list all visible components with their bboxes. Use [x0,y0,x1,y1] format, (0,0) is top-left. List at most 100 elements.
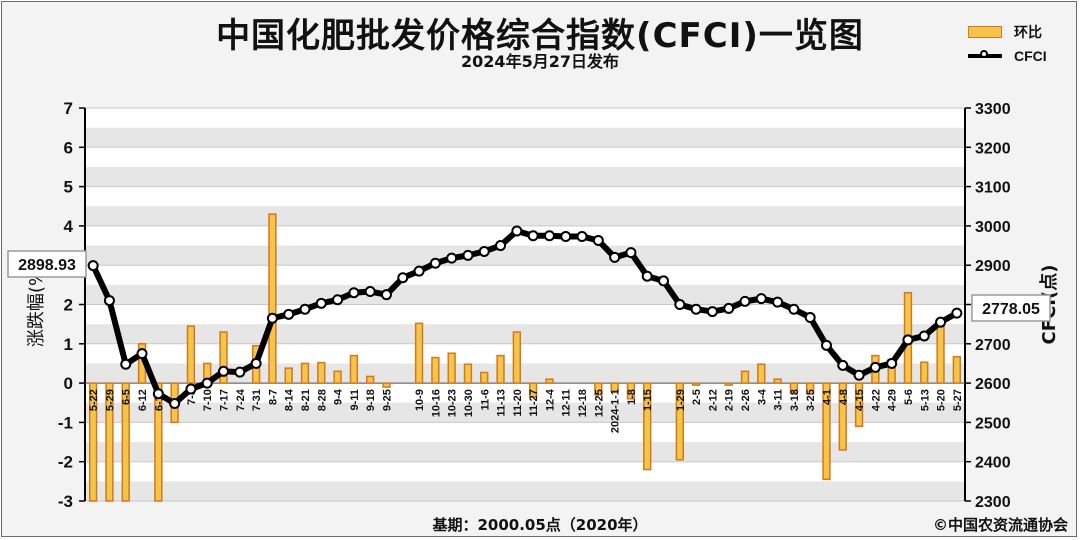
y-tick-label: 2 [64,296,73,315]
bar-5-13 [920,361,929,384]
y-axis-title: 涨跌幅(%) [26,262,47,347]
cfci-point-11-27 [527,230,539,242]
bar-1-8 [626,382,636,400]
bar-1-15 [643,382,652,471]
cfci-point-4-29 [886,357,898,369]
bar-10-16 [431,356,440,384]
y2-tick-label: 3300 [975,101,1011,118]
chart-subtitle: 2024年5月27日发布 [461,52,619,71]
cfci-point-9-25 [380,289,392,301]
x-tick-label: 2-26 [740,389,752,411]
cfci-point-1-8 [625,247,637,259]
cfci-point-4-8 [837,359,849,371]
bar-7-3 [186,325,196,384]
x-tick-label: 2-5 [691,389,703,405]
legend-item-bars: 环比 [968,22,1042,42]
y2-tick-label: 2400 [975,455,1011,472]
cfci-point-4-22 [869,361,881,373]
bar-6-19 [154,382,163,502]
x-tick-label: 5-29 [104,389,116,411]
cfci-point-3-11 [772,296,784,308]
grid-band [85,127,965,148]
y-tick-label: 0 [64,374,73,393]
legend-bar-swatch [968,26,1002,38]
cfci-point-5-29 [103,295,115,307]
bar-3-25 [806,382,815,395]
cfci-point-6-5 [120,358,132,370]
y2-tick-label: 2500 [975,415,1011,432]
y2-tick-label: 2600 [975,376,1011,393]
x-tick-label: 5-6 [903,389,915,405]
cfci-point-10-30 [462,249,474,261]
bar-6-5 [121,382,130,502]
x-tick-label: 11-20 [512,389,524,417]
cfci-point-3-18 [788,303,800,315]
x-tick-label: 1-29 [675,389,687,411]
grid-band [85,206,965,226]
x-tick-label: 12-11 [561,389,573,417]
x-tick-label: 7-17 [219,389,231,411]
x-tick-label: 9-11 [349,389,361,410]
x-tick-label: 5-27 [952,389,964,411]
y2-tick-label: 3000 [975,219,1011,236]
cfci-point-2-5 [690,303,702,315]
x-tick-label: 10-23 [447,389,459,417]
grid-band [85,166,965,187]
x-tick-label: 8-14 [284,388,296,411]
cfci-point-12-25 [592,234,604,246]
callout-first-label: 2898.93 [18,257,76,274]
bar-5-20 [936,319,945,384]
x-tick-label: 7-10 [202,389,214,411]
cfci-point-6-19 [152,388,164,400]
bar-8-28 [317,361,326,384]
cfci-point-2024-1-1 [609,251,621,263]
y-tick-label: 7 [64,99,73,118]
grid-band [85,402,965,423]
cfci-point-10-16 [429,257,441,269]
cfci-point-11-13 [495,240,507,252]
bar-10-30 [463,363,473,384]
cfci-point-1-29 [674,299,686,310]
x-tick-label: 11-13 [496,389,508,417]
legend-line-swatch [968,50,1002,58]
cfci-point-4-1 [820,339,832,351]
x-tick-label: 8-28 [316,389,328,411]
y-tick-label: -3 [58,492,73,511]
x-tick-label: 10-30 [463,389,475,417]
x-tick-label: 9-25 [381,389,393,411]
cfci-point-1-15 [641,270,653,282]
callout-first-box [7,250,87,278]
cfci-point-7-10 [201,377,213,389]
x-tick-label: 12-18 [577,389,589,417]
y2-tick-label: 2700 [975,337,1011,354]
cfci-point-2-19 [723,302,735,314]
x-tick-label: 6-12 [137,389,149,411]
cfci-point-3-25 [804,311,816,323]
x-tick-label: 5-22 [88,389,100,411]
base-period-note: 基期：2000.05点（2020年） [432,516,648,534]
cfci-point-9-11 [348,287,360,299]
bar-2-26 [740,370,750,384]
cfci-point-4-15 [853,369,865,381]
x-tick-label: 3-11 [773,389,785,410]
bar-11-6 [480,371,489,384]
bar-9-18 [366,375,375,384]
x-tick-label: 2-12 [707,389,719,411]
cfci-point-3-4 [755,293,767,305]
cfci-point-12-4 [543,230,555,242]
bar-3-4 [757,363,766,384]
bar-1-29 [675,382,684,461]
cfci-point-5-13 [918,330,930,342]
copyright-note: ©中国农资流通协会 [932,516,1068,534]
cfci-point-10-9 [413,265,425,277]
x-tick-label: 9-4 [333,388,345,405]
bar-12-25 [594,382,603,396]
x-tick-label: 1-15 [642,389,654,411]
y2-tick-label: 3200 [975,140,1011,157]
y-tick-label: 6 [64,138,73,157]
x-tick-label: 7-24 [235,388,247,411]
x-tick-label: 4-22 [870,389,882,411]
cfci-point-6-12 [136,348,148,360]
cfci-point-7-24 [234,366,246,378]
x-tick-label: 10-16 [430,389,442,417]
